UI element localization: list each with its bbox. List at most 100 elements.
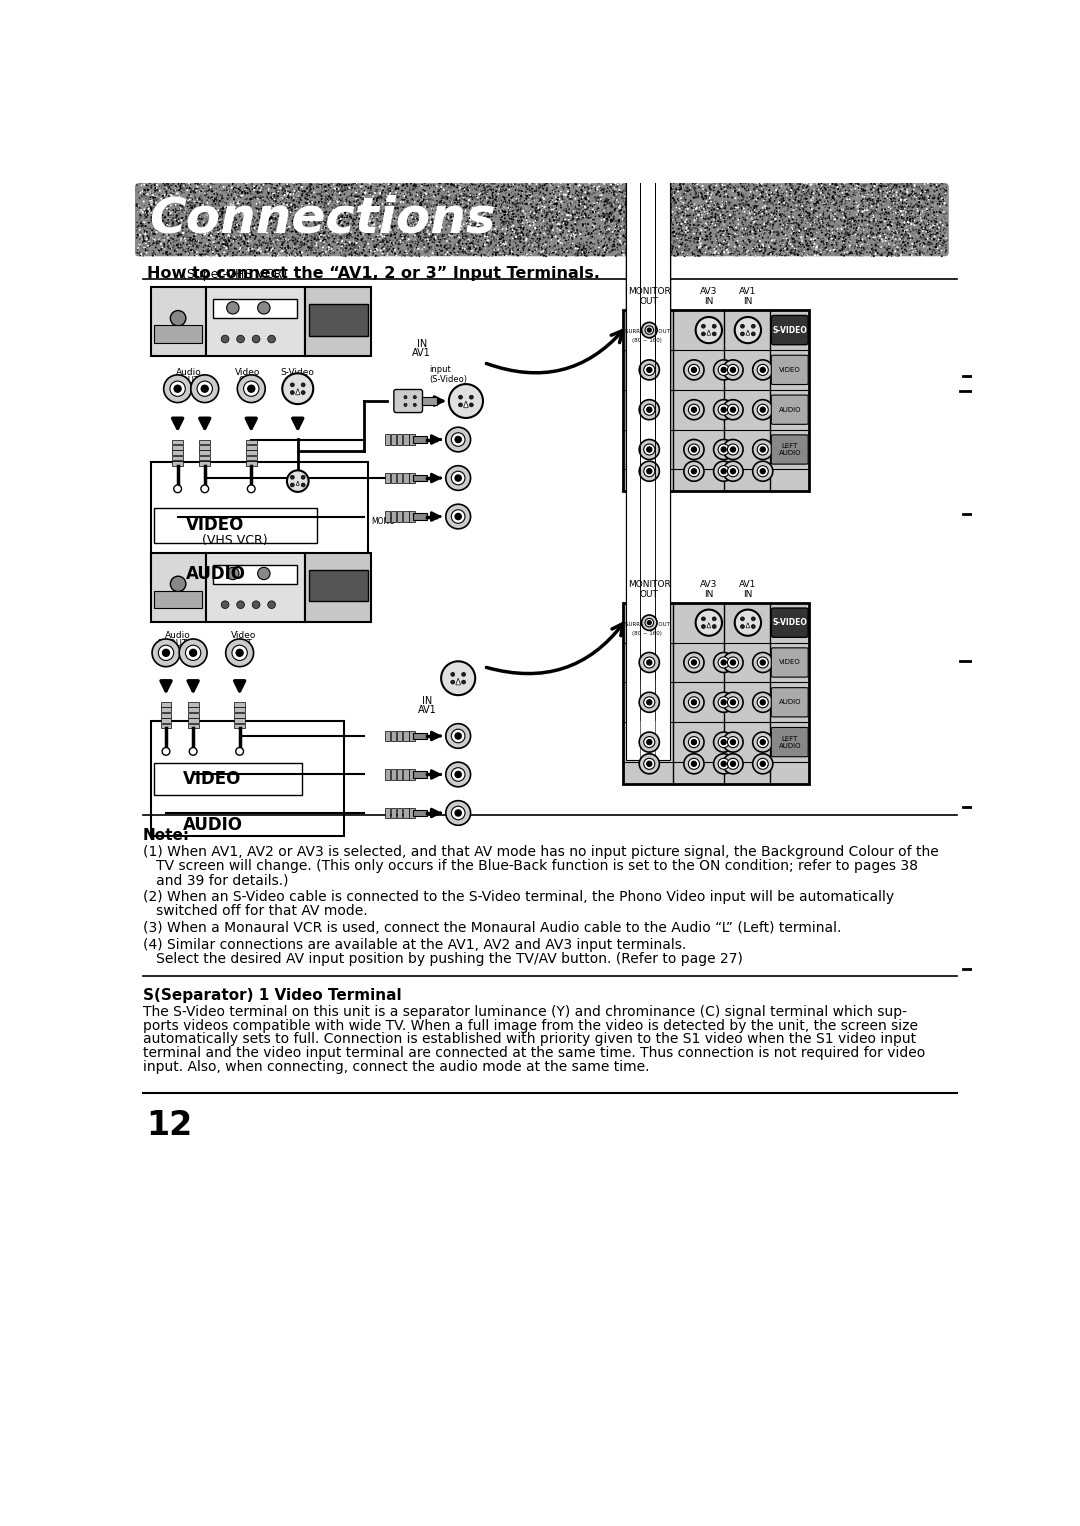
Point — [575, 206, 592, 230]
Point — [778, 177, 795, 201]
Point — [853, 214, 870, 238]
Point — [606, 183, 623, 208]
Point — [181, 221, 199, 246]
Point — [658, 172, 675, 197]
Point — [783, 244, 800, 269]
Point — [859, 188, 876, 212]
Point — [487, 226, 504, 250]
Point — [768, 177, 785, 201]
Point — [531, 221, 549, 246]
Point — [312, 204, 329, 229]
Point — [814, 230, 832, 255]
Point — [643, 227, 660, 252]
Point — [772, 183, 789, 208]
Point — [935, 208, 953, 232]
Point — [365, 198, 382, 223]
Point — [374, 243, 391, 267]
Point — [833, 200, 850, 224]
Point — [306, 200, 323, 224]
Point — [438, 201, 456, 226]
Point — [891, 204, 908, 229]
Point — [906, 232, 923, 256]
Point — [204, 171, 221, 195]
Point — [226, 218, 243, 243]
Point — [715, 224, 732, 249]
Point — [603, 195, 620, 220]
Point — [502, 217, 519, 241]
Point — [458, 175, 475, 200]
Point — [662, 191, 679, 215]
Point — [230, 230, 247, 255]
Point — [874, 224, 891, 249]
Point — [279, 177, 296, 201]
Point — [322, 233, 339, 258]
Point — [222, 218, 240, 243]
Point — [326, 223, 343, 247]
Point — [348, 233, 365, 258]
Point — [748, 224, 766, 249]
Point — [687, 182, 704, 206]
Point — [616, 243, 633, 267]
Point — [591, 198, 608, 223]
Circle shape — [639, 461, 660, 481]
Point — [449, 241, 467, 266]
Point — [637, 221, 654, 246]
Point — [799, 174, 816, 198]
Point — [172, 175, 189, 200]
Point — [639, 177, 657, 201]
Point — [199, 171, 216, 195]
Point — [788, 183, 806, 208]
Point — [640, 175, 658, 200]
Point — [170, 224, 187, 249]
Point — [427, 174, 444, 198]
Point — [580, 217, 597, 241]
Point — [505, 217, 523, 241]
Point — [251, 229, 268, 253]
Point — [634, 171, 651, 195]
Point — [258, 238, 275, 262]
Point — [487, 180, 504, 204]
Point — [152, 218, 170, 243]
Point — [154, 203, 172, 227]
Point — [242, 182, 259, 206]
Point — [421, 227, 438, 252]
Point — [887, 238, 904, 262]
Point — [353, 200, 370, 224]
Point — [553, 195, 570, 220]
Point — [558, 244, 576, 269]
Point — [495, 230, 512, 255]
Point — [819, 185, 836, 209]
Point — [190, 198, 207, 223]
Point — [395, 201, 413, 226]
Point — [771, 241, 788, 266]
Point — [274, 174, 292, 198]
Point — [673, 201, 690, 226]
Point — [252, 221, 269, 246]
Point — [518, 204, 536, 229]
Point — [820, 175, 837, 200]
Point — [609, 185, 626, 209]
Point — [150, 195, 167, 220]
Point — [521, 220, 538, 244]
Point — [863, 217, 880, 241]
Point — [264, 206, 281, 230]
Point — [185, 185, 202, 209]
Point — [442, 201, 459, 226]
Point — [430, 177, 447, 201]
Point — [600, 227, 618, 252]
Point — [355, 182, 373, 206]
Point — [190, 233, 207, 258]
Point — [795, 215, 812, 240]
Point — [309, 240, 326, 264]
Point — [827, 179, 845, 203]
Point — [476, 182, 494, 206]
Point — [469, 211, 486, 235]
Point — [164, 212, 181, 237]
Point — [514, 223, 531, 247]
Point — [834, 221, 851, 246]
Point — [896, 201, 914, 226]
Point — [349, 174, 366, 198]
Point — [627, 197, 645, 221]
Point — [637, 203, 654, 227]
Point — [883, 206, 901, 230]
